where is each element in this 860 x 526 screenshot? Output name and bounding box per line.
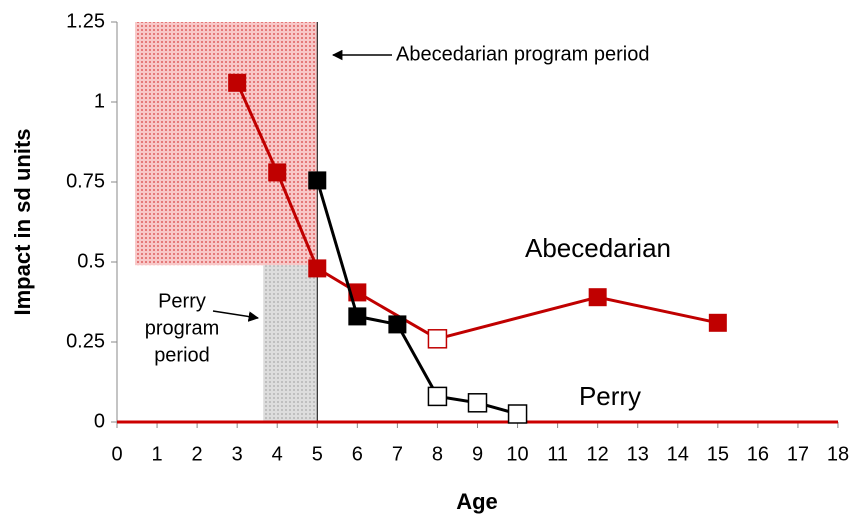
point	[348, 307, 367, 326]
point	[588, 288, 607, 307]
point	[427, 329, 448, 349]
y-axis-title: Impact in sd units	[10, 128, 35, 315]
y-tick-label: 0.75	[66, 170, 105, 192]
x-tick-label: 18	[827, 443, 849, 465]
point	[268, 163, 287, 182]
y-tick-label: 0	[94, 410, 105, 432]
x-axis-title: Age	[456, 489, 498, 514]
point	[467, 393, 488, 413]
y-tick-label: 0.5	[77, 250, 105, 272]
x-tick-label: 5	[312, 443, 323, 465]
series-label: Perry	[579, 381, 641, 411]
shaded-region	[263, 265, 318, 422]
x-tick-label: 17	[787, 443, 809, 465]
annotation-arrow	[212, 310, 260, 322]
point	[708, 313, 727, 332]
point	[388, 315, 407, 334]
x-tick-label: 3	[232, 443, 243, 465]
x-tick-label: 6	[352, 443, 363, 465]
series-line	[315, 179, 518, 416]
x-tick-label: 12	[587, 443, 609, 465]
annotation: Abecedarian program period	[396, 43, 650, 65]
point	[308, 259, 327, 278]
annotation: Perry	[158, 290, 206, 312]
x-tick-label: 0	[111, 443, 122, 465]
shaded-region	[135, 22, 318, 266]
x-tick-label: 15	[707, 443, 729, 465]
x-tick-label: 13	[627, 443, 649, 465]
y-tick-label: 1.25	[66, 10, 105, 32]
x-tick-label: 4	[272, 443, 283, 465]
series-label: Abecedarian	[525, 233, 671, 263]
y-tick-label: 1	[94, 90, 105, 112]
x-tick-label: 1	[151, 443, 162, 465]
x-tick-label: 14	[667, 443, 689, 465]
x-tick-label: 7	[392, 443, 403, 465]
point	[308, 171, 327, 190]
x-tick-label: 16	[747, 443, 769, 465]
annotation: period	[154, 344, 210, 366]
annotation: program	[145, 317, 219, 339]
point	[228, 73, 247, 92]
x-tick-label: 2	[192, 443, 203, 465]
y-tick-label: 0.25	[66, 330, 105, 352]
x-tick-label: 9	[472, 443, 483, 465]
point	[427, 386, 448, 407]
x-tick-label: 11	[547, 443, 568, 465]
x-tick-label: 10	[506, 443, 528, 465]
x-tick-label: 8	[432, 443, 443, 465]
point	[507, 404, 528, 424]
